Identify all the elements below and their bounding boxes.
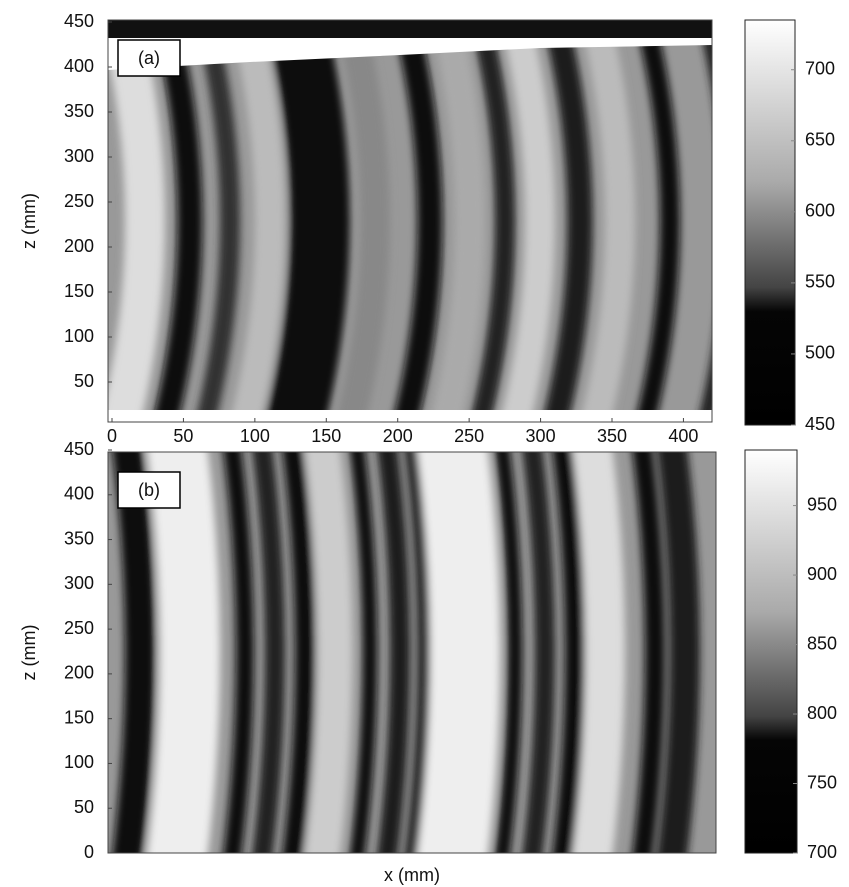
y-tick-label: 250 (64, 191, 94, 211)
y-tick-label: 350 (64, 101, 94, 121)
x-tick-label: 400 (668, 426, 698, 446)
heatmap-band (542, 20, 593, 422)
y-tick-label: 0 (84, 842, 94, 862)
heatmap-band (429, 20, 485, 422)
panel-label-box (117, 471, 181, 509)
y-tick-label: 350 (64, 528, 94, 548)
heatmap-edge (108, 38, 712, 70)
heatmap-band (334, 20, 390, 422)
colorbar-tick-label: 650 (805, 130, 835, 150)
heatmap-band (377, 452, 410, 853)
heatmap-image (108, 452, 716, 853)
panel-label: (b) (138, 480, 160, 500)
heatmap-band (657, 452, 700, 853)
heatmap-field (112, 452, 700, 853)
heatmap-band (499, 20, 555, 422)
heatmap-band (579, 20, 635, 422)
heatmap-band (392, 20, 443, 422)
x-tick-label: 250 (454, 426, 484, 446)
y-axis-label: z (mm) (19, 625, 39, 681)
y-axis-label: z (mm) (19, 193, 39, 249)
x-axis-label: x (mm) (384, 865, 440, 885)
y-tick-label: 100 (64, 752, 94, 772)
heatmap-band (252, 452, 285, 853)
heatmap-band (522, 452, 555, 853)
colorbar (744, 449, 798, 854)
y-tick-label: 300 (64, 573, 94, 593)
colorbar-tick-label: 950 (807, 494, 837, 514)
y-tick-label: 450 (64, 439, 94, 459)
x-tick-label: 150 (311, 426, 341, 446)
y-tick-label: 150 (64, 281, 94, 301)
heatmap-band (304, 452, 353, 853)
y-tick-label: 400 (64, 56, 94, 76)
heatmap-band (634, 20, 680, 422)
heatmap-band (405, 452, 433, 853)
y-tick-label: 250 (64, 618, 94, 638)
plot-frame (107, 19, 713, 423)
heatmap-edge (108, 410, 712, 422)
colorbar-tick-label: 450 (805, 414, 835, 434)
y-tick-label: 300 (64, 146, 94, 166)
colorbar-tick-label: 550 (805, 272, 835, 292)
colorbar-tick-label: 900 (807, 564, 837, 584)
colorbar-tick-label: 850 (807, 633, 837, 653)
plot-frame (107, 451, 717, 854)
panel-label: (a) (138, 48, 160, 68)
heatmap-band (572, 452, 625, 853)
heatmap-band (147, 452, 220, 853)
colorbar-tick-label: 700 (807, 842, 837, 862)
colorbar (744, 19, 796, 426)
y-tick-label: 400 (64, 484, 94, 504)
y-tick-label: 100 (64, 326, 94, 346)
heatmap-band (495, 452, 523, 853)
x-tick-label: 300 (526, 426, 556, 446)
heatmap-band (632, 452, 665, 853)
heatmap-band (552, 452, 585, 853)
heatmap-band (417, 452, 500, 853)
x-tick-label: 0 (107, 426, 117, 446)
colorbar-tick-label: 800 (807, 703, 837, 723)
x-tick-label: 200 (383, 426, 413, 446)
y-tick-label: 450 (64, 11, 94, 31)
panel-label-box (117, 39, 181, 77)
heatmap-band (264, 20, 350, 422)
heatmap-band (469, 20, 515, 422)
y-tick-label: 200 (64, 236, 94, 256)
x-tick-label: 50 (173, 426, 193, 446)
colorbar-tick-label: 500 (805, 343, 835, 363)
heatmap-band (223, 452, 254, 853)
y-tick-label: 150 (64, 707, 94, 727)
colorbar-tick-label: 600 (805, 201, 835, 221)
heatmap-band (282, 452, 315, 853)
heatmap-band (350, 452, 378, 853)
colorbar-tick-label: 700 (805, 58, 835, 78)
colorbar-tick-label: 750 (807, 772, 837, 792)
y-tick-label: 50 (74, 797, 94, 817)
heatmap-edge (108, 20, 712, 38)
y-tick-label: 50 (74, 371, 94, 391)
heatmap-image (108, 20, 712, 422)
x-tick-label: 100 (240, 426, 270, 446)
x-tick-label: 350 (597, 426, 627, 446)
y-tick-label: 200 (64, 663, 94, 683)
